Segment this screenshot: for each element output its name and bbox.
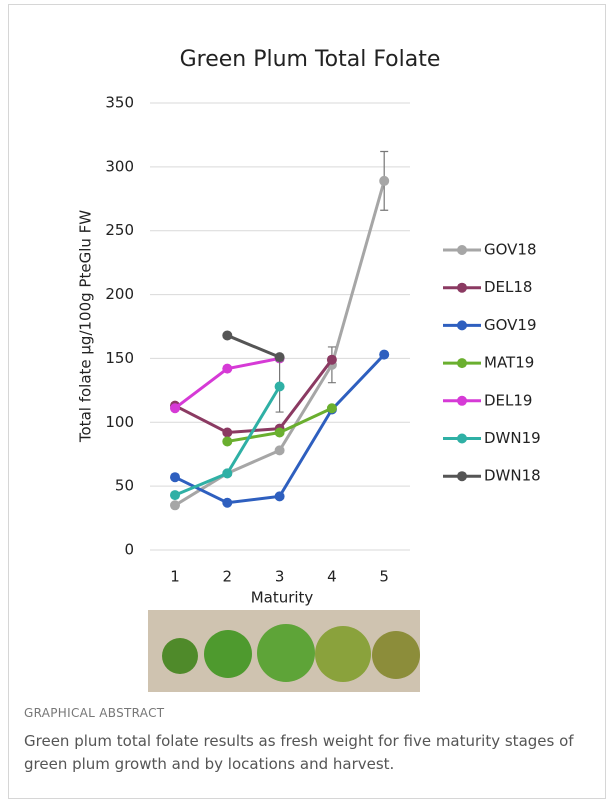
legend-marker — [457, 433, 467, 444]
y-tick-label: 100 — [105, 413, 134, 431]
x-tick-label: 5 — [379, 568, 389, 586]
y-axis-label: Total folate µg/100g PteGlu FW — [77, 210, 95, 443]
point — [222, 497, 233, 508]
legend-marker — [457, 358, 467, 369]
point — [274, 491, 285, 502]
legend-label: DEL19 — [484, 391, 532, 409]
legend-label: DEL18 — [484, 278, 532, 296]
legend-label: GOV18 — [484, 241, 537, 259]
series-line — [226, 334, 281, 359]
point — [222, 468, 233, 479]
point — [274, 427, 285, 438]
point — [170, 500, 180, 511]
series-line — [174, 358, 334, 435]
legend-label: MAT19 — [484, 354, 534, 372]
point — [222, 436, 233, 447]
x-tick-label: 4 — [327, 568, 337, 586]
plum — [257, 624, 315, 682]
caption-text: Green plum total folate results as fresh… — [24, 732, 574, 773]
point — [326, 354, 337, 365]
y-tick-label: 300 — [105, 157, 134, 175]
x-tick-label: 2 — [223, 568, 233, 586]
y-tick-label: 0 — [124, 541, 134, 559]
legend-label: DWN18 — [484, 467, 541, 485]
legend-marker — [457, 282, 467, 293]
legend-label: GOV19 — [484, 316, 537, 334]
plum — [162, 638, 198, 674]
legend-marker — [457, 245, 467, 255]
legend-label: DWN19 — [484, 429, 541, 447]
chart-title: Green Plum Total Folate — [180, 47, 441, 72]
x-tick-label: 1 — [170, 568, 180, 586]
legend-marker — [457, 320, 467, 331]
point — [326, 403, 337, 414]
point — [170, 472, 180, 483]
plum — [204, 630, 252, 678]
y-tick-label: 150 — [105, 349, 134, 367]
point — [222, 330, 233, 341]
point — [379, 175, 390, 186]
plum — [315, 626, 371, 682]
point — [222, 363, 233, 374]
x-tick-label: 3 — [275, 568, 285, 586]
y-tick-label: 50 — [115, 477, 134, 495]
plum — [372, 631, 420, 679]
point — [274, 445, 285, 456]
figure-frame — [8, 4, 606, 799]
legend-marker — [457, 395, 467, 406]
point — [222, 427, 233, 438]
point — [274, 352, 285, 363]
point — [170, 490, 180, 501]
chart: Green Plum Total Folate Total folate µg/… — [77, 47, 541, 692]
y-tick-label: 250 — [105, 221, 134, 239]
y-tick-label: 350 — [105, 94, 134, 112]
series-line — [174, 180, 386, 507]
point — [170, 403, 180, 414]
point — [379, 349, 390, 360]
y-tick-label: 200 — [105, 285, 134, 303]
x-axis-label: Maturity — [251, 589, 314, 607]
legend-marker — [457, 471, 467, 482]
caption-label: GRAPHICAL ABSTRACT — [24, 706, 165, 720]
photo — [148, 610, 420, 692]
point — [274, 381, 285, 392]
